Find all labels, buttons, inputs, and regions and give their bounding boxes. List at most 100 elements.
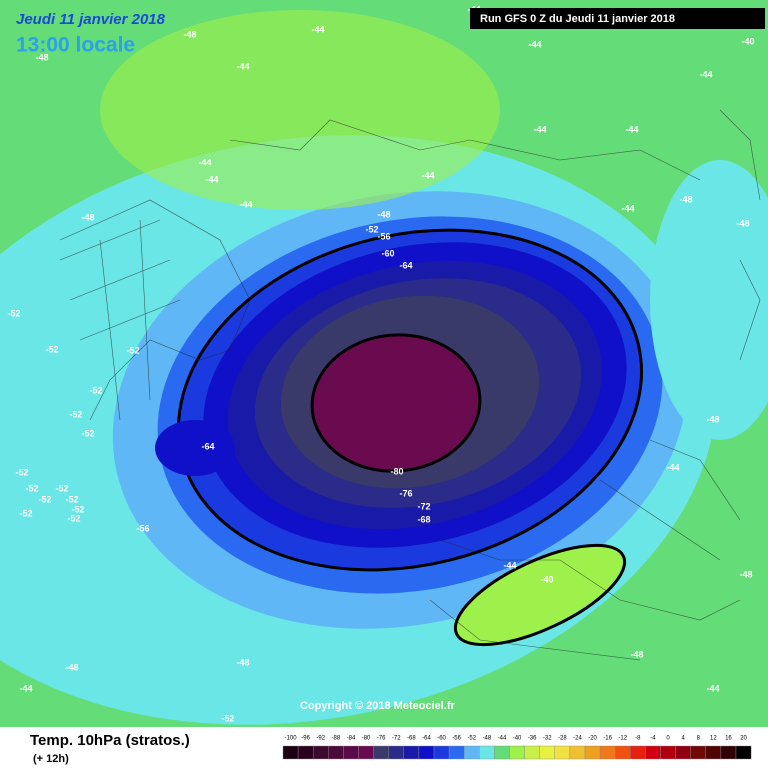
legend-swatch — [358, 745, 374, 760]
legend-tick: -52 — [467, 736, 476, 742]
contour-label: -56 — [136, 523, 149, 533]
time: 13:00 locale — [16, 34, 135, 57]
legend-swatch — [675, 745, 691, 760]
legend-swatch — [448, 745, 465, 760]
field-layer — [155, 420, 235, 476]
legend-swatch — [615, 745, 631, 760]
contour-label: -80 — [390, 466, 403, 476]
legend-tick: 12 — [710, 736, 717, 742]
contour-label: -44 — [621, 203, 634, 213]
legend-tick: -56 — [452, 736, 461, 742]
legend-swatch — [645, 745, 661, 760]
legend-swatch — [297, 745, 314, 760]
contour-label: -56 — [377, 231, 390, 241]
contour-label: -48 — [679, 194, 692, 204]
contour-label: -44 — [19, 683, 32, 693]
legend-tick: -36 — [528, 736, 537, 742]
contour-label: -52 — [45, 344, 58, 354]
legend-tick: -48 — [483, 736, 492, 742]
legend-tick: -68 — [407, 736, 416, 742]
legend-swatch — [735, 745, 752, 760]
legend-tick: -16 — [603, 736, 612, 742]
contour-label: -44 — [533, 124, 546, 134]
contour-label: -48 — [183, 29, 196, 39]
legend-swatch — [720, 745, 737, 760]
contour-label: -52 — [69, 409, 82, 419]
field-layer — [310, 333, 482, 473]
legend-tick: -32 — [543, 736, 552, 742]
contour-label: -52 — [55, 483, 68, 493]
legend-swatch — [373, 745, 389, 760]
legend-tick: -24 — [573, 736, 582, 742]
contour-label: -44 — [706, 683, 719, 693]
legend-swatch — [313, 745, 329, 760]
legend-swatch — [403, 745, 420, 760]
contour-label: -64 — [201, 441, 214, 451]
contour-label: -48 — [739, 569, 752, 579]
legend-swatch — [690, 745, 707, 760]
contour-label: -44 — [239, 199, 252, 209]
contour-label: -64 — [399, 260, 412, 270]
legend-swatch — [509, 745, 525, 760]
legend-tick: -40 — [513, 736, 522, 742]
contour-label: -48 — [736, 218, 749, 228]
field-layer — [650, 160, 768, 440]
field-layer — [453, 543, 627, 647]
contour-label: -44 — [625, 124, 638, 134]
contour-label: -48 — [81, 212, 94, 222]
legend-swatch — [494, 745, 510, 760]
legend-tick: -28 — [558, 736, 567, 742]
contour-label: -44 — [198, 157, 211, 167]
legend-swatch — [388, 745, 405, 760]
contour-label: -52 — [221, 713, 234, 723]
legend-tick: -80 — [362, 736, 371, 742]
legend-tick: -72 — [392, 736, 401, 742]
legend-swatch — [479, 745, 495, 760]
legend-tick: -12 — [618, 736, 627, 742]
contour-label: -48 — [706, 414, 719, 424]
contour-label: -76 — [399, 488, 412, 498]
legend-swatch — [464, 745, 480, 760]
legend-tick: -76 — [377, 736, 386, 742]
contour-label: -52 — [89, 385, 102, 395]
copyright: Copyright © 2018 Meteociel.fr — [300, 700, 456, 712]
run-box — [470, 8, 765, 29]
contour-label: -44 — [699, 69, 712, 79]
legend-swatch — [328, 745, 344, 760]
legend-swatch — [584, 745, 601, 760]
contour-label: -40 — [540, 574, 553, 584]
legend-swatch — [660, 745, 676, 760]
contour-label: -60 — [381, 248, 394, 258]
field-layer — [100, 10, 500, 210]
legend-tick: -8 — [635, 736, 641, 742]
contour-label: -44 — [205, 174, 218, 184]
legend-swatch — [705, 745, 722, 760]
contour-label: -44 — [528, 39, 541, 49]
contour-label: -52 — [15, 467, 28, 477]
contour-label: -52 — [365, 224, 378, 234]
footer-title: Temp. 10hPa (stratos.) — [30, 732, 190, 749]
contour-label: -44 — [311, 24, 324, 34]
contour-label: -40 — [741, 36, 754, 46]
legend-swatch — [282, 745, 299, 760]
contour-label: -52 — [67, 513, 80, 523]
legend-tick: -60 — [437, 736, 446, 742]
contour-label: -44 — [421, 170, 434, 180]
contour-label: -52 — [126, 345, 139, 355]
legend-tick: -88 — [332, 736, 341, 742]
contour-label: -52 — [81, 428, 94, 438]
legend-swatch — [554, 745, 571, 760]
legend-tick: -64 — [422, 736, 431, 742]
contour-label: -44 — [666, 462, 679, 472]
contour-label: -44 — [503, 560, 516, 570]
legend-tick: 0 — [666, 736, 670, 742]
legend-tick: -100 — [285, 736, 298, 742]
contour-label: -52 — [38, 494, 51, 504]
legend-tick: 20 — [740, 736, 747, 742]
contour-label: -52 — [7, 308, 20, 318]
legend-swatch — [433, 745, 450, 760]
legend-swatch — [418, 745, 435, 760]
legend-tick: -84 — [347, 736, 356, 742]
contour-label: -44 — [236, 61, 249, 71]
